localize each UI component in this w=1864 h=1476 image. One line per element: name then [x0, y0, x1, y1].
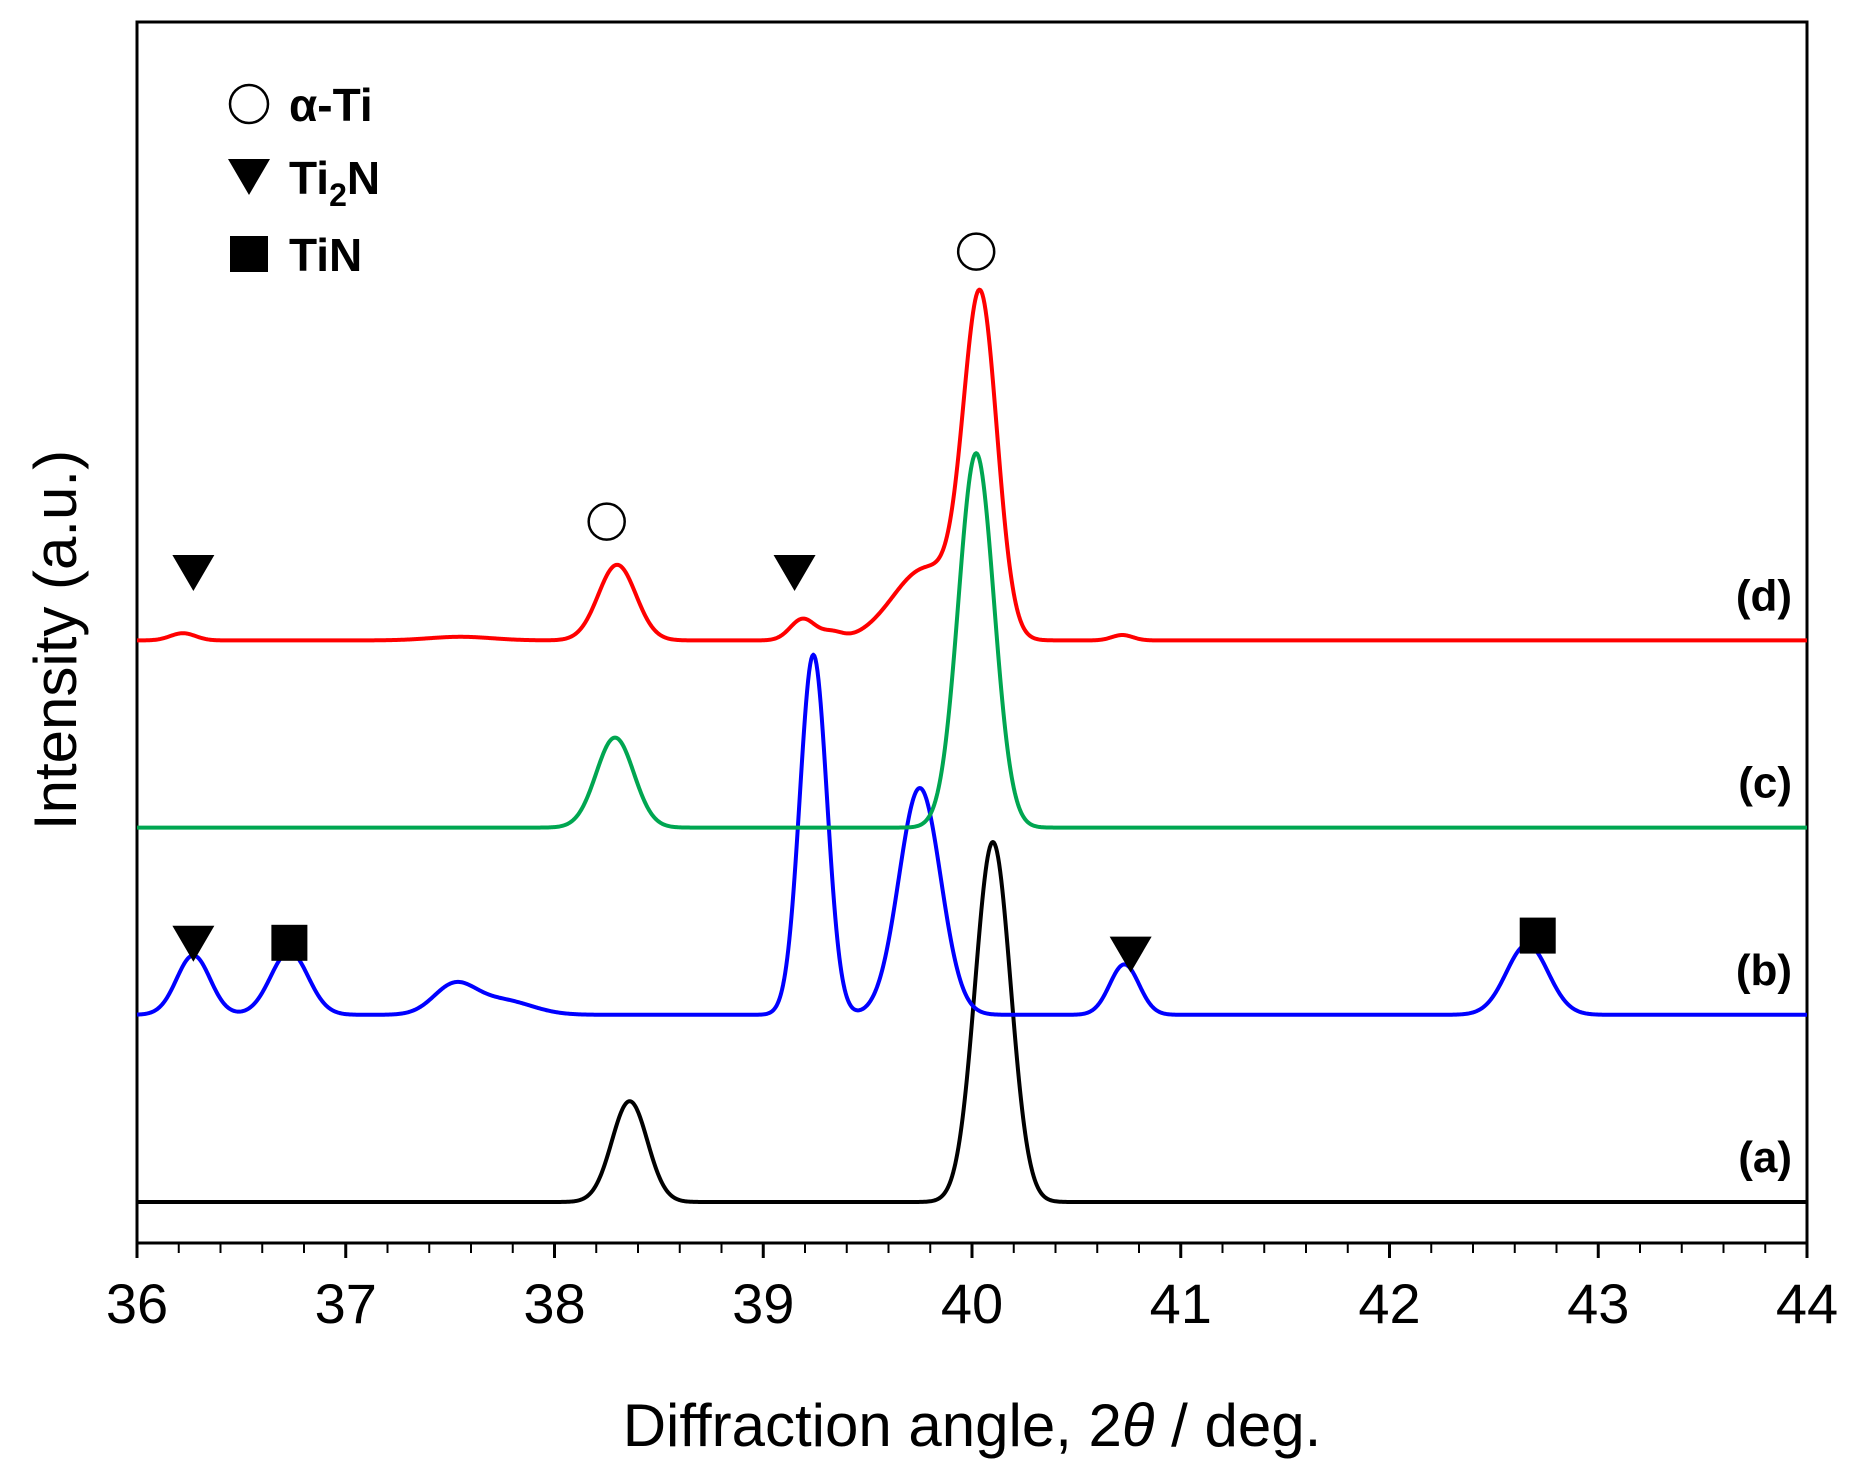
legend-triangle-down-icon: [228, 159, 270, 195]
x-tick-label: 41: [1150, 1272, 1212, 1335]
series-line-c: [136, 451, 1808, 830]
series-group: [136, 287, 1808, 1204]
x-tick-label: 37: [315, 1272, 377, 1335]
tin-marker-icon: [271, 924, 308, 961]
series-labels: (a) (b) (c) (d): [1736, 571, 1792, 1182]
plot-frame: [135, 20, 1809, 1245]
series-label-d: (d): [1736, 571, 1792, 620]
legend-square-icon: [230, 236, 268, 272]
x-tick-label: 42: [1358, 1272, 1420, 1335]
x-tick-label: 40: [941, 1272, 1003, 1335]
ti2n-marker-icon: [172, 555, 215, 591]
x-axis-title: Diffraction angle, 2θ / deg.: [623, 1392, 1322, 1459]
legend-circle-icon: [228, 83, 270, 125]
legend: α-Ti Ti2N TiN: [228, 79, 380, 281]
series-label-c: (c): [1738, 759, 1792, 808]
ti2n-marker-icon: [1109, 936, 1152, 973]
series-label-b: (b): [1736, 946, 1792, 995]
y-axis-title: Intensity (a.u.): [22, 450, 89, 830]
x-tick-label: 39: [732, 1272, 794, 1335]
alpha-ti-marker-icon: [587, 502, 626, 541]
ti2n-marker-icon: [773, 555, 816, 591]
x-axis-tick-labels: 36 37 38 39 40 41 42 43 44: [106, 1272, 1838, 1335]
phase-markers: [172, 232, 1556, 973]
x-tick-label: 44: [1776, 1272, 1838, 1335]
series-line-a: [136, 840, 1808, 1204]
tin-marker-icon: [1519, 917, 1556, 954]
legend-label-ti2n: Ti2N: [289, 152, 380, 213]
ti2n-marker-icon: [172, 925, 215, 962]
series-line-b: [136, 652, 1808, 1017]
series-line-d: [136, 287, 1808, 643]
alpha-ti-marker-icon: [956, 232, 996, 271]
series-label-a: (a): [1738, 1133, 1792, 1182]
x-tick-label: 38: [523, 1272, 585, 1335]
x-axis-ticks: [135, 1243, 1809, 1258]
legend-label-alpha-ti: α-Ti: [289, 79, 373, 131]
legend-label-tin: TiN: [289, 229, 362, 281]
x-tick-label: 43: [1567, 1272, 1629, 1335]
x-tick-label: 36: [106, 1272, 168, 1335]
